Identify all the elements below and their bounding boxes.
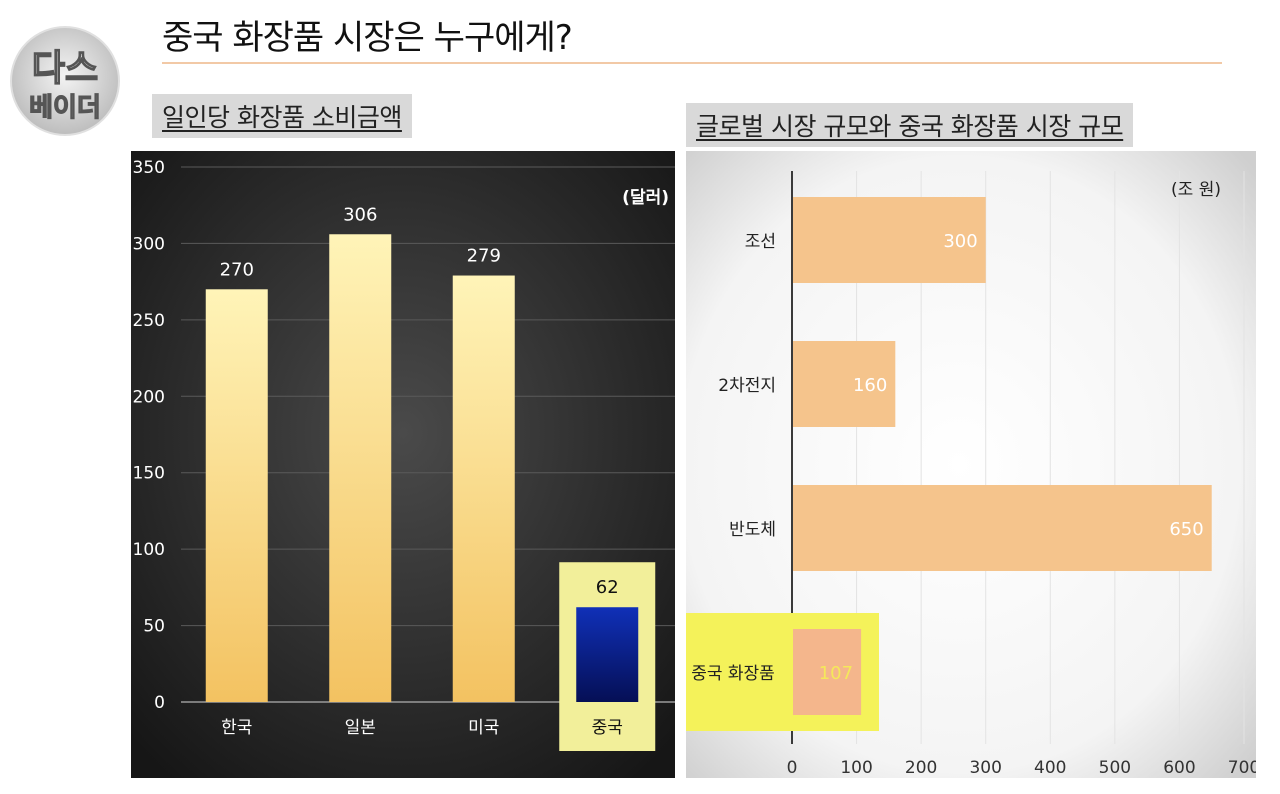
x-tick-label: 300 (969, 758, 1001, 778)
bar-value-label: 300 (943, 231, 977, 252)
bar-3 (793, 485, 1212, 571)
per-capita-spending-chart: 270 306 279 62 0 50 100 150 200 250 300 350 한국 일본 미국… (131, 151, 675, 778)
y-tick-label: 중국 화장품 (691, 664, 775, 684)
bar-value-label: 650 (1169, 519, 1203, 540)
y-tick-label: 0 (154, 693, 165, 713)
y-tick-label: 150 (133, 464, 165, 484)
bar-value-label: 306 (343, 204, 377, 225)
title-divider (162, 62, 1222, 64)
y-tick-label: 100 (133, 540, 165, 560)
x-tick-label: 미국 (468, 718, 499, 738)
bar-value-label: 279 (467, 246, 501, 267)
y-tick-label: 200 (133, 387, 165, 407)
x-tick-label: 중국 (592, 718, 623, 738)
channel-logo: 다스 베이더 (10, 26, 120, 136)
bar-value-label: 160 (853, 375, 887, 396)
x-tick-label: 200 (905, 758, 937, 778)
bar-3 (452, 275, 515, 702)
y-tick-label: 300 (133, 234, 165, 254)
x-tick-label: 600 (1163, 758, 1195, 778)
y-tick-label: 반도체 (729, 520, 776, 540)
x-tick-label: 500 (1099, 758, 1131, 778)
bar-value-label: 270 (220, 259, 254, 280)
bar-value-label: 107 (819, 663, 853, 684)
bar-1 (205, 289, 268, 702)
y-tick-label: 350 (133, 158, 165, 178)
x-tick-label: 400 (1034, 758, 1066, 778)
logo-text-bottom: 베이더 (29, 93, 101, 123)
chart-unit-label: (조 원) (1171, 180, 1221, 200)
x-tick-label: 한국 (221, 718, 252, 738)
y-tick-label: 50 (143, 617, 165, 637)
x-tick-label: 100 (840, 758, 872, 778)
y-tick-label: 250 (133, 311, 165, 331)
left-chart-label: 일인당 화장품 소비금액 (152, 94, 412, 138)
bar-4 (576, 607, 639, 702)
y-tick-label: 조선 (745, 232, 776, 252)
chart-unit-label: (달러) (622, 187, 669, 208)
y-tick-label: 2차전지 (718, 376, 776, 396)
bar-4 (793, 629, 862, 715)
x-tick-label: 일본 (345, 718, 376, 738)
logo-text-top: 다스 (32, 48, 98, 89)
bar-2 (793, 341, 896, 427)
x-tick-label: 700 (1228, 758, 1256, 778)
bar-1 (793, 197, 986, 283)
bar-2 (329, 234, 392, 702)
bar-value-label: 62 (596, 577, 619, 598)
per-capita-spending-chart-svg: 270 306 279 62 0 50 100 150 200 250 300 350 한국 일본 미국… (131, 151, 675, 778)
x-tick-label: 0 (787, 758, 798, 778)
right-chart-label: 글로벌 시장 규모와 중국 화장품 시장 규모 (686, 103, 1134, 147)
page-title: 중국 화장품 시장은 누구에게? (162, 18, 573, 58)
